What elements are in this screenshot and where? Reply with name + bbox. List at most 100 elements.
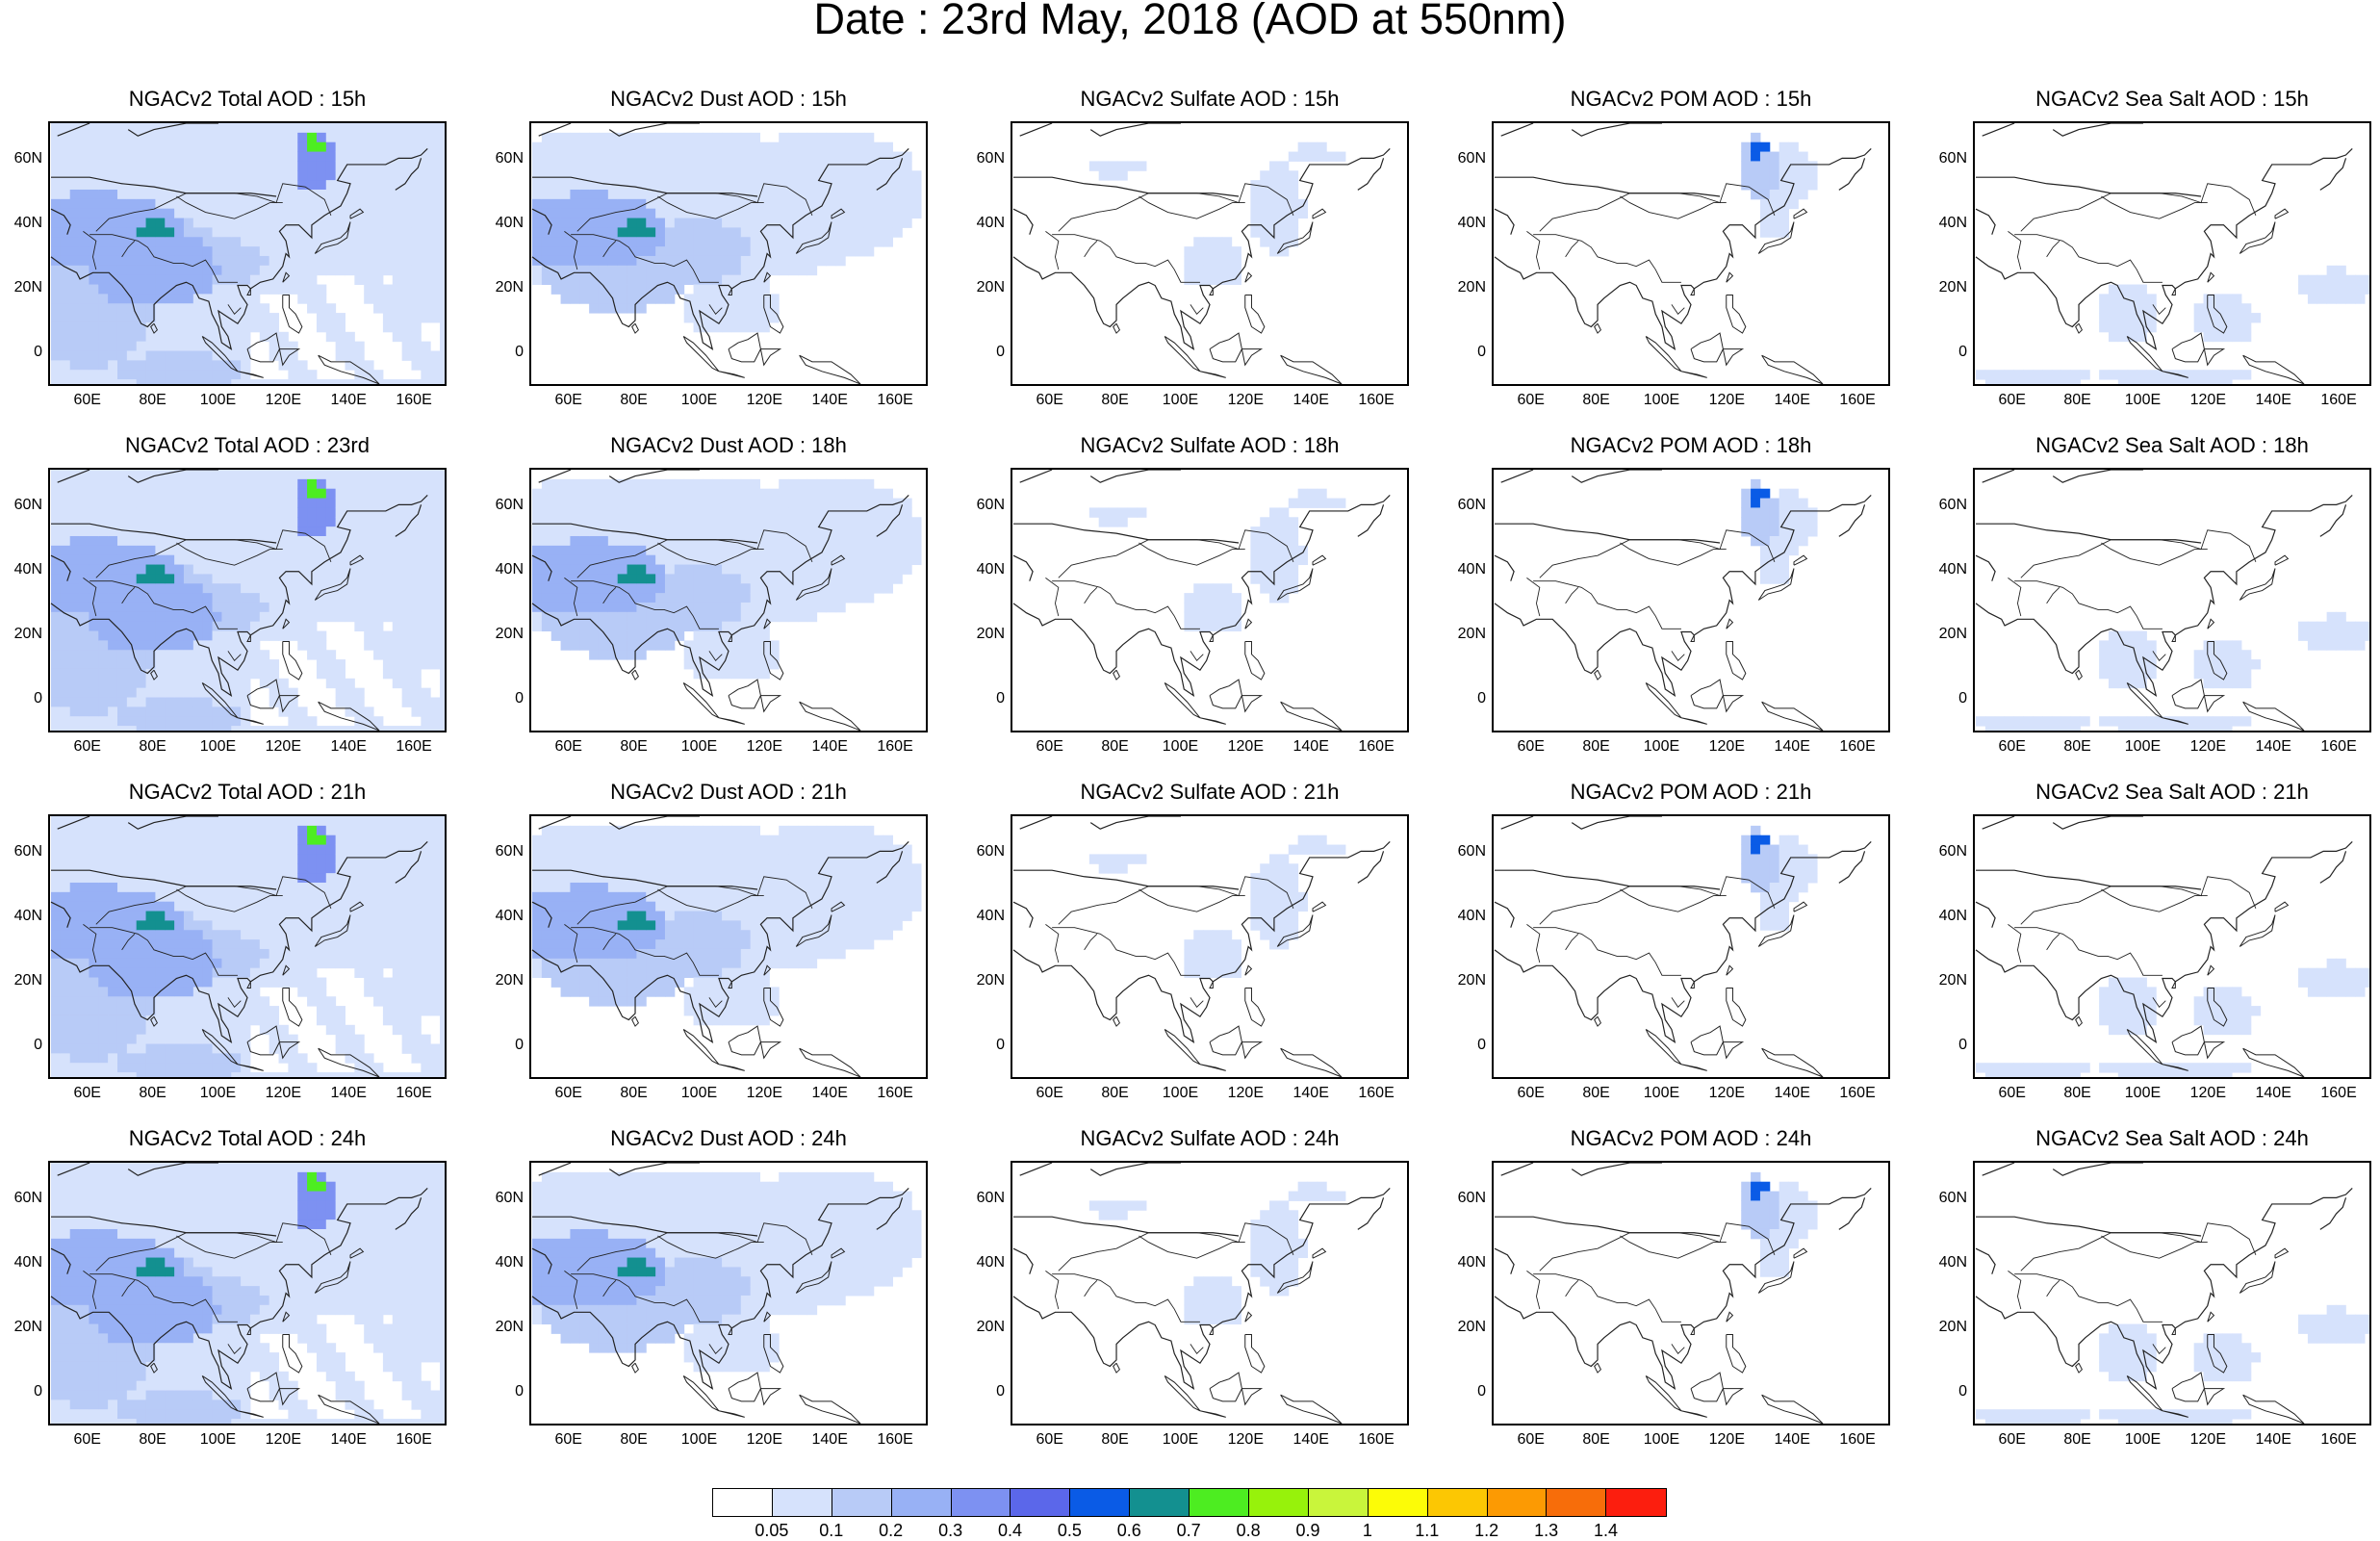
y-tick-label: 20N — [485, 626, 524, 643]
panel-title-sulfate-row2: NGACv2 Sulfate AOD : 18h — [998, 433, 1421, 458]
x-tick-label: 100E — [1637, 1085, 1685, 1102]
colorbar-label: 0.9 — [1279, 1521, 1337, 1541]
x-tick-label: 120E — [2184, 1431, 2232, 1449]
panel-title-seasalt-row1: NGACv2 Sea Salt AOD : 15h — [1960, 87, 2380, 112]
y-tick-label: 60N — [1447, 150, 1486, 167]
x-tick-label: 80E — [610, 738, 658, 756]
x-tick-label: 140E — [1768, 392, 1816, 409]
panel-title-seasalt-row2: NGACv2 Sea Salt AOD : 18h — [1960, 433, 2380, 458]
x-tick-label: 100E — [675, 1085, 723, 1102]
y-tick-label: 20N — [485, 972, 524, 989]
y-tick-label: 40N — [1447, 1254, 1486, 1271]
aod-field-dust — [531, 123, 926, 384]
y-tick-label: 40N — [966, 908, 1005, 925]
x-tick-label: 80E — [2054, 392, 2102, 409]
x-tick-label: 60E — [1026, 1431, 1074, 1449]
map-sulfate-row1 — [1011, 121, 1409, 386]
y-tick-label: 60N — [1447, 1190, 1486, 1207]
x-tick-label: 60E — [1988, 738, 2036, 756]
colorbar-label: 0.7 — [1160, 1521, 1217, 1541]
colorbar-label: 1 — [1339, 1521, 1396, 1541]
y-tick-label: 60N — [1929, 150, 1967, 167]
y-tick-label: 0 — [1447, 344, 1486, 361]
x-tick-label: 160E — [1833, 738, 1881, 756]
y-tick-label: 60N — [1929, 1190, 1967, 1207]
x-tick-label: 140E — [2249, 1085, 2297, 1102]
x-tick-label: 100E — [2118, 738, 2166, 756]
x-tick-label: 160E — [871, 392, 919, 409]
x-tick-label: 120E — [259, 1431, 307, 1449]
y-tick-label: 20N — [4, 972, 42, 989]
map-dust-row4 — [529, 1161, 928, 1425]
x-tick-label: 60E — [1026, 1085, 1074, 1102]
x-tick-label: 120E — [2184, 392, 2232, 409]
y-tick-label: 40N — [4, 561, 42, 578]
y-tick-label: 20N — [1447, 279, 1486, 296]
map-sulfate-row3 — [1011, 814, 1409, 1079]
y-tick-label: 60N — [485, 497, 524, 514]
x-tick-label: 140E — [324, 1431, 372, 1449]
aod-field-dust — [531, 470, 926, 731]
x-tick-label: 120E — [1221, 392, 1269, 409]
x-tick-label: 80E — [1573, 1085, 1621, 1102]
x-tick-label: 100E — [193, 1085, 242, 1102]
y-tick-label: 0 — [966, 1383, 1005, 1400]
y-tick-label: 60N — [4, 843, 42, 860]
colorbar — [712, 1488, 1667, 1517]
y-tick-label: 60N — [966, 150, 1005, 167]
colorbar-swatch — [1130, 1489, 1190, 1516]
y-tick-label: 60N — [4, 150, 42, 167]
panel-title-total-row1: NGACv2 Total AOD : 15h — [36, 87, 459, 112]
colorbar-swatch — [1309, 1489, 1369, 1516]
y-tick-label: 0 — [485, 690, 524, 707]
y-tick-label: 60N — [1447, 843, 1486, 860]
colorbar-swatch — [892, 1489, 952, 1516]
x-tick-label: 60E — [1988, 392, 2036, 409]
panel-title-pom-row4: NGACv2 POM AOD : 24h — [1479, 1126, 1903, 1151]
colorbar-label: 0.1 — [803, 1521, 860, 1541]
aod-field-dust — [531, 816, 926, 1077]
colorbar-swatch — [1547, 1489, 1606, 1516]
x-tick-label: 160E — [1352, 392, 1400, 409]
x-tick-label: 80E — [2054, 1085, 2102, 1102]
x-tick-label: 100E — [2118, 1431, 2166, 1449]
x-tick-label: 140E — [1287, 1085, 1335, 1102]
x-tick-label: 80E — [1573, 738, 1621, 756]
x-tick-label: 120E — [259, 1085, 307, 1102]
y-tick-label: 0 — [1929, 690, 1967, 707]
y-tick-label: 0 — [485, 1037, 524, 1054]
y-tick-label: 0 — [1447, 1037, 1486, 1054]
x-tick-label: 160E — [1833, 1431, 1881, 1449]
aod-field-pom — [1494, 470, 1888, 731]
y-tick-label: 20N — [1447, 626, 1486, 643]
x-tick-label: 100E — [193, 1431, 242, 1449]
y-tick-label: 60N — [485, 1190, 524, 1207]
x-tick-label: 120E — [740, 1085, 788, 1102]
x-tick-label: 60E — [545, 1431, 593, 1449]
x-tick-label: 80E — [129, 392, 177, 409]
y-tick-label: 60N — [1447, 497, 1486, 514]
y-tick-label: 20N — [1929, 279, 1967, 296]
figure-title: Date : 23rd May, 2018 (AOD at 550nm) — [0, 0, 2380, 39]
x-tick-label: 60E — [545, 392, 593, 409]
x-tick-label: 100E — [1156, 392, 1204, 409]
y-tick-label: 0 — [1929, 344, 1967, 361]
colorbar-label: 0.5 — [1040, 1521, 1098, 1541]
x-tick-label: 100E — [2118, 392, 2166, 409]
y-tick-label: 40N — [485, 908, 524, 925]
aod-field-sulfate — [1012, 1163, 1407, 1424]
y-tick-label: 60N — [4, 497, 42, 514]
colorbar-label: 0.3 — [922, 1521, 980, 1541]
x-tick-label: 100E — [1637, 738, 1685, 756]
panel-title-dust-row4: NGACv2 Dust AOD : 24h — [517, 1126, 940, 1151]
y-tick-label: 40N — [1929, 908, 1967, 925]
x-tick-label: 160E — [2315, 1085, 2363, 1102]
x-tick-label: 120E — [1702, 1431, 1751, 1449]
colorbar-swatch — [1428, 1489, 1488, 1516]
x-tick-label: 120E — [1221, 738, 1269, 756]
y-tick-label: 40N — [966, 215, 1005, 232]
panel-title-dust-row3: NGACv2 Dust AOD : 21h — [517, 780, 940, 805]
x-tick-label: 80E — [1573, 392, 1621, 409]
y-tick-label: 60N — [966, 497, 1005, 514]
x-tick-label: 160E — [2315, 1431, 2363, 1449]
